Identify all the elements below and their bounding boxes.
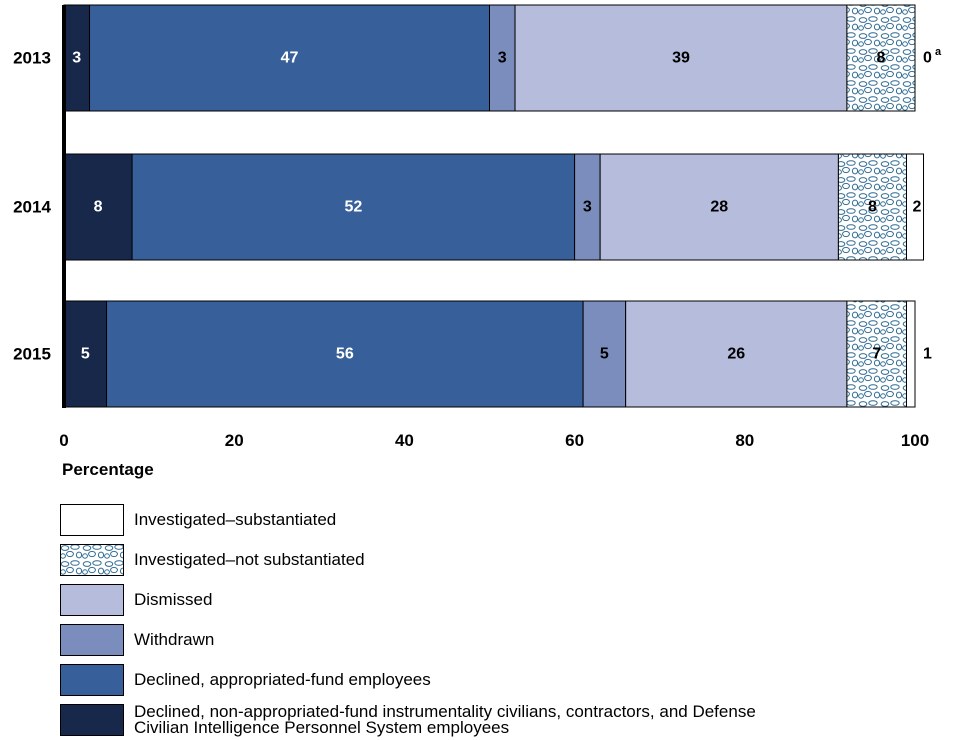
x-tick-label: 20 [225,431,244,450]
bar-segment [599,153,839,261]
data-label: 0 [923,50,932,67]
year-label: 2015 [13,345,51,364]
x-tick-label: 80 [735,431,754,450]
data-label: 3 [498,50,507,67]
data-label: 7 [872,346,881,363]
legend-item: Investigated–not substantiated [60,544,365,576]
legend-label: Dismissed [134,590,213,609]
data-label: 52 [344,199,362,216]
data-label: 39 [672,50,690,67]
data-label: 5 [600,346,609,363]
bar-segment [582,300,627,408]
bar-segment [905,300,916,408]
legend-label: Declined, non-appropriated-fund instrume… [134,702,756,737]
legend-label: Investigated–substantiated [134,510,337,529]
x-tick-label: 0 [59,431,68,450]
legend-item: Declined, appropriated-fund employees [60,664,431,696]
legend-swatch [60,624,124,656]
legend-swatch [60,504,124,536]
data-label: 3 [583,199,592,216]
legend-label: Investigated–not substantiated [134,550,365,569]
data-label: 5 [81,346,90,363]
bar-segment [63,300,108,408]
bar-segment [905,153,925,261]
legend-swatch [60,584,124,616]
bars-group [63,4,925,408]
bar-segment [846,300,907,408]
legend-swatch [60,664,124,696]
footnote-marker: a [935,46,942,58]
labels-group: 3 47 3 39 8 0 a 8 52 3 28 8 2 5 56 5 26 7 1 [72,46,942,363]
bar-segment [846,4,916,112]
data-label: 56 [336,346,354,363]
legend-swatch [60,704,124,736]
bar-segment [574,153,601,261]
bar-segment [89,4,490,112]
legend-item: Declined, non-appropriated-fund instrume… [60,702,774,737]
data-label: 8 [877,50,886,67]
x-tick-label: 60 [565,431,584,450]
data-label: 28 [710,199,728,216]
legend-item: Withdrawn [60,624,214,656]
bar-segment [625,300,848,408]
legend-item: Investigated–substantiated [60,504,336,536]
year-label: 2014 [13,198,51,217]
x-tick-label: 40 [395,431,414,450]
legend-item: Dismissed [60,584,212,616]
x-tick-labels-group: 0 20 40 60 80 100 [59,431,929,450]
data-label: 47 [281,50,299,67]
bar-segment [131,153,576,261]
x-tick-label: 100 [901,431,929,450]
bar-segment [489,4,516,112]
x-axis-title: Percentage [62,460,154,479]
bar-segment [837,153,907,261]
legend-label: Withdrawn [134,630,215,649]
data-label: 26 [727,346,745,363]
data-label: 8 [94,199,103,216]
year-labels-group: 2013 2014 2015 [13,49,51,364]
data-label: 8 [868,199,877,216]
data-label: 2 [913,199,922,216]
bar-segment [106,300,584,408]
legend-swatch [60,544,124,576]
data-label: 1 [923,346,932,363]
bar-segment [514,4,848,112]
legend-label: Declined, appropriated-fund employees [134,670,431,689]
bar-segment [63,153,133,261]
year-label: 2013 [13,49,51,68]
data-label: 3 [72,50,81,67]
